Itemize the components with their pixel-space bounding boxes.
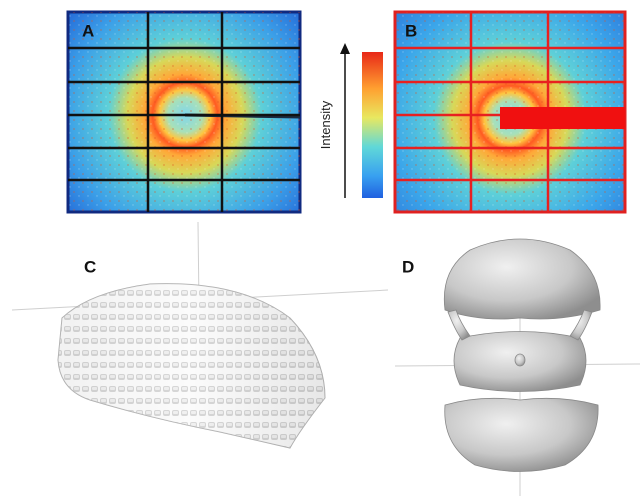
shading	[58, 284, 325, 448]
panel-label: D	[402, 257, 414, 276]
panel-d: D	[395, 239, 640, 496]
beamstop-mask	[500, 107, 625, 129]
colorbar-label: Intensity	[318, 100, 333, 149]
arrow-head	[340, 43, 350, 54]
panel-c: C	[12, 222, 388, 448]
panel-label: B	[405, 21, 417, 40]
panel-a: A	[68, 12, 300, 212]
panel-b: B	[395, 12, 625, 212]
figure: A Intensity B C	[0, 0, 641, 498]
speckles	[68, 12, 300, 212]
colorbar: Intensity	[318, 43, 383, 198]
panel-label: C	[84, 257, 96, 276]
reconstruction	[444, 239, 600, 472]
panel-label: A	[82, 21, 94, 40]
color-scale	[362, 52, 383, 198]
